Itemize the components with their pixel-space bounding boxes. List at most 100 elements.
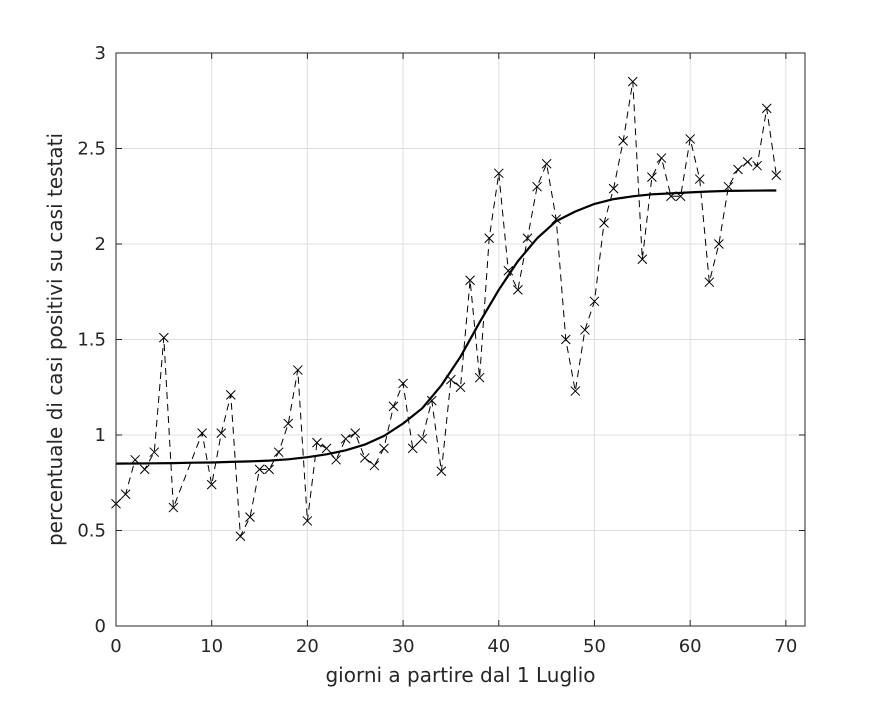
observed-point-marker xyxy=(379,443,389,454)
marker-stroke xyxy=(455,382,466,393)
marker-stroke xyxy=(216,428,227,438)
marker-stroke xyxy=(283,418,294,429)
marker-stroke xyxy=(771,170,782,181)
marker-stroke xyxy=(264,464,274,475)
marker-stroke xyxy=(168,502,179,513)
observed-point-marker xyxy=(283,418,294,429)
marker-stroke xyxy=(580,325,590,335)
marker-stroke xyxy=(398,378,408,389)
marker-stroke xyxy=(733,164,743,175)
observed-point-marker xyxy=(398,378,408,389)
marker-stroke xyxy=(541,158,552,169)
observed-point-marker xyxy=(369,460,380,471)
marker-stroke xyxy=(656,153,667,163)
observed-point-marker xyxy=(254,464,265,475)
marker-stroke xyxy=(608,183,619,194)
observed-point-marker xyxy=(685,134,696,144)
observed-point-marker xyxy=(216,428,227,438)
marker-stroke xyxy=(120,489,131,500)
observed-point-marker xyxy=(493,168,504,179)
marker-stroke xyxy=(350,428,361,438)
marker-stroke xyxy=(513,284,523,295)
marker-stroke xyxy=(704,277,715,288)
marker-stroke xyxy=(302,516,313,526)
series-observed-line xyxy=(115,81,777,539)
grid xyxy=(115,52,805,627)
observed-point-marker xyxy=(455,382,466,393)
observed-point-marker xyxy=(647,172,657,183)
y-tick-label: 3 xyxy=(95,43,106,64)
observed-point-marker xyxy=(752,160,763,171)
marker-stroke xyxy=(560,334,571,345)
marker-stroke xyxy=(235,531,246,542)
observed-point-marker xyxy=(168,502,179,513)
observed-point-marker xyxy=(589,296,600,307)
observed-point-marker xyxy=(637,254,648,265)
observed-point-marker xyxy=(503,265,514,276)
observed-point-marker xyxy=(723,181,734,192)
marker-stroke xyxy=(254,464,265,475)
observed-point-marker xyxy=(417,433,428,444)
marker-stroke xyxy=(331,454,341,465)
observed-point-marker xyxy=(340,433,351,444)
marker-stroke xyxy=(312,437,322,448)
observed-point-marker xyxy=(292,365,303,375)
observed-point-marker xyxy=(627,76,638,87)
observed-point-marker xyxy=(771,170,782,181)
y-tick-label: 2 xyxy=(95,234,106,255)
y-tick-label: 2.5 xyxy=(77,139,106,160)
observed-point-marker xyxy=(120,489,131,500)
marker-stroke xyxy=(245,512,255,522)
x-tick-label: 60 xyxy=(679,636,702,657)
marker-stroke xyxy=(369,460,380,471)
marker-stroke xyxy=(340,433,351,444)
observed-point-marker xyxy=(225,390,236,400)
observed-point-marker xyxy=(273,447,284,458)
x-axis-label: giorni a partire dal 1 Luglio xyxy=(325,663,595,687)
marker-stroke xyxy=(723,181,734,192)
observed-point-marker xyxy=(139,464,150,475)
marker-stroke xyxy=(465,275,475,286)
marker-stroke xyxy=(532,181,542,192)
observed-point-marker xyxy=(436,466,447,477)
observed-point-marker xyxy=(541,158,552,169)
marker-stroke xyxy=(379,443,389,454)
observed-point-marker xyxy=(235,531,246,542)
y-tick-label: 1 xyxy=(95,425,106,446)
observed-point-marker xyxy=(522,233,533,244)
y-tick-label: 1.5 xyxy=(77,330,106,351)
marker-stroke xyxy=(426,395,437,406)
observed-point-marker xyxy=(197,428,207,438)
observed-point-marker xyxy=(474,372,485,383)
observed-point-marker xyxy=(551,214,562,225)
observed-point-marker xyxy=(608,183,619,194)
observed-point-marker xyxy=(513,284,523,295)
observed-point-marker xyxy=(245,512,255,522)
y-tick-label: 0.5 xyxy=(77,521,106,542)
observed-point-marker xyxy=(312,437,322,448)
marker-stroke xyxy=(273,447,284,458)
observed-point-marker xyxy=(570,386,581,396)
marker-stroke xyxy=(225,390,236,400)
x-tick-label: 20 xyxy=(296,636,319,657)
marker-stroke xyxy=(206,479,217,490)
x-tick-label: 40 xyxy=(487,636,510,657)
marker-stroke xyxy=(647,172,657,183)
observed-point-marker xyxy=(206,479,217,490)
observed-point-marker xyxy=(264,464,274,475)
observed-point-marker xyxy=(407,443,418,454)
marker-stroke xyxy=(742,157,753,167)
observed-point-marker xyxy=(359,453,370,463)
marker-stroke xyxy=(484,233,495,244)
x-tick-label: 50 xyxy=(583,636,606,657)
observed-point-marker xyxy=(560,334,571,345)
marker-stroke xyxy=(493,168,504,179)
marker-stroke xyxy=(551,214,562,225)
observed-point-marker xyxy=(158,332,169,343)
plot-area xyxy=(111,76,782,542)
observed-point-marker xyxy=(331,454,341,465)
observed-point-marker xyxy=(599,218,609,228)
x-tick-label: 0 xyxy=(110,636,121,657)
marker-stroke xyxy=(359,453,370,463)
